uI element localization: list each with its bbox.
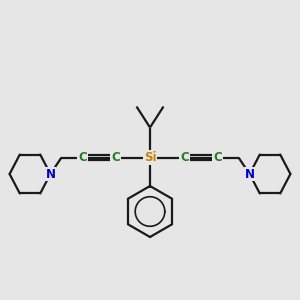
Text: N: N (45, 167, 56, 181)
Text: C: C (111, 151, 120, 164)
Text: N: N (244, 167, 255, 181)
Text: C: C (180, 151, 189, 164)
Text: Si: Si (144, 151, 156, 164)
Text: C: C (213, 151, 222, 164)
Text: C: C (78, 151, 87, 164)
